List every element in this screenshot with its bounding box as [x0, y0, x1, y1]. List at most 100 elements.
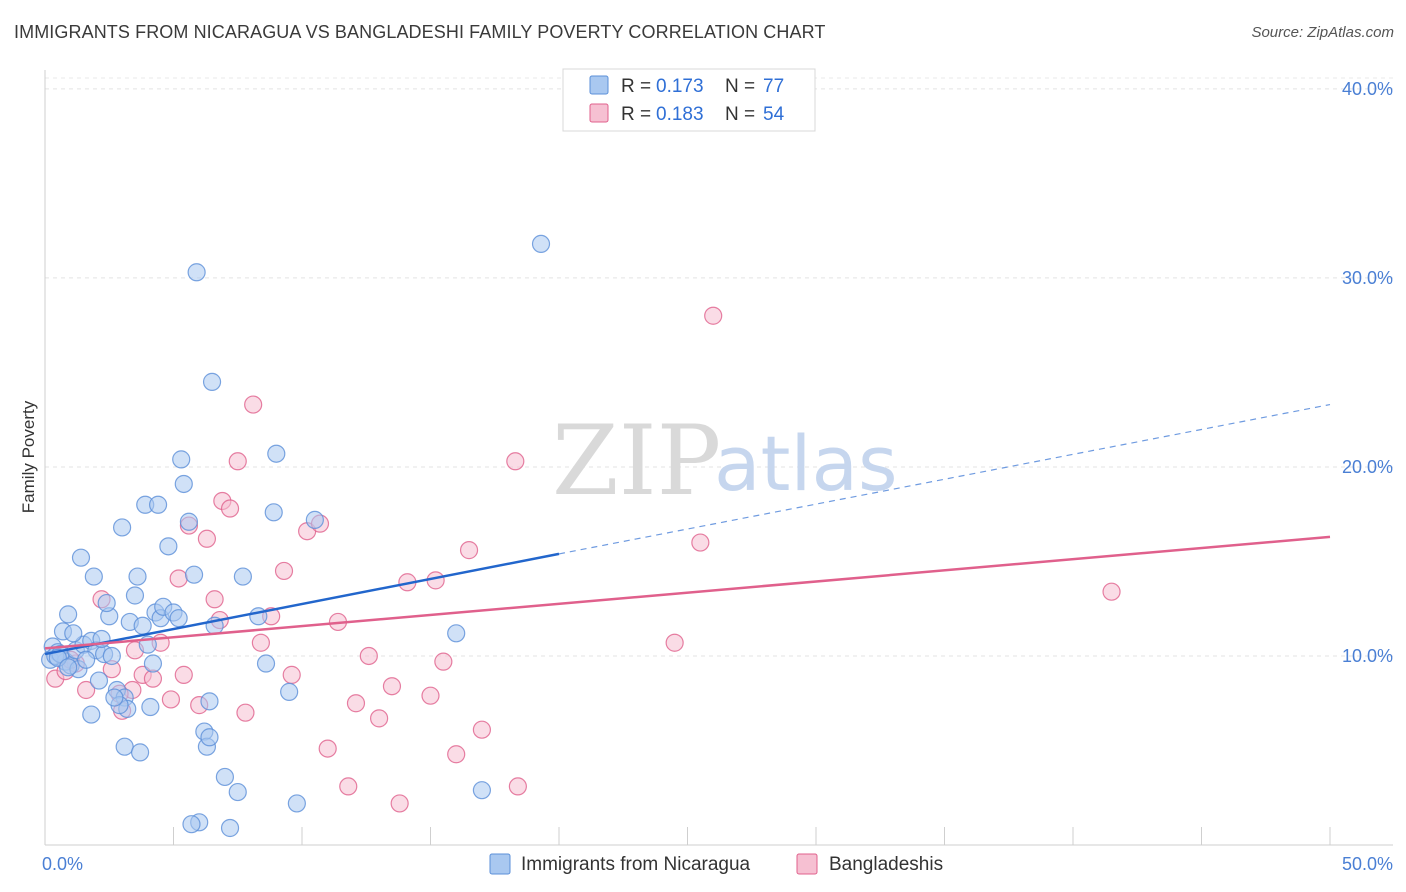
legend-r-label-nicaragua: R =: [621, 76, 651, 97]
y-tick-label-1: 20.0%: [1342, 457, 1393, 477]
nicaragua-point-17: [89, 671, 109, 690]
nicaragua-point-68: [130, 743, 150, 762]
x-tick-label-max: 50.0%: [1342, 854, 1393, 874]
series-legend: Immigrants from Nicaragua Bangladeshis: [489, 853, 943, 875]
nicaragua-point-51: [215, 767, 234, 787]
nicaragua-point-34: [174, 474, 193, 494]
nicaragua-point-35: [172, 450, 191, 469]
bangladeshis-point-50: [174, 665, 193, 684]
bangladeshis-point-42: [472, 720, 491, 739]
nicaragua-point-61: [280, 682, 299, 701]
nicaragua-point-27: [143, 654, 163, 673]
bangladeshis-point-25: [282, 665, 301, 684]
nicaragua-point-70: [105, 688, 124, 707]
bangladeshis-point-33: [370, 709, 389, 728]
nicaragua-point-75: [141, 697, 160, 717]
nicaragua-point-45: [187, 263, 206, 282]
bangladeshis-point-18: [220, 499, 240, 518]
bangladeshis-point-31: [346, 694, 366, 713]
legend-n-value-nicaragua: 77: [763, 76, 784, 97]
nicaragua-point-43: [97, 593, 116, 613]
legend-n-label-bangladeshis: N =: [725, 104, 755, 125]
watermark: ZIP atlas: [552, 405, 898, 517]
legend-n-value-bangladeshis: 54: [763, 104, 785, 125]
y-tick-labels: 10.0% 20.0% 30.0% 40.0%: [1342, 79, 1393, 666]
nicaragua-point-42: [84, 567, 103, 586]
watermark-zip: ZIP: [552, 405, 721, 517]
nicaragua-point-24: [128, 567, 147, 586]
bangladeshis-point-44: [508, 777, 527, 796]
series-legend-label-nicaragua: Immigrants from Nicaragua: [521, 854, 751, 875]
nicaragua-point-56: [233, 567, 252, 586]
series-legend-swatch-nicaragua: [489, 853, 511, 875]
legend-r-value-bangladeshis: 0.183: [656, 104, 704, 125]
bangladeshis-point-15: [197, 529, 217, 548]
nicaragua-point-36: [179, 512, 199, 531]
nicaragua-point-52: [228, 782, 247, 802]
bangladeshis-point-12: [169, 569, 188, 588]
nicaragua-point-73: [59, 658, 78, 677]
bangladeshis-point-32: [359, 646, 378, 666]
y-axis-label: Family Poverty: [19, 400, 38, 513]
bangladeshis-point-41: [459, 541, 479, 560]
series-nicaragua-points: [41, 234, 551, 838]
trend-line-bangladeshis: [44, 535, 1331, 650]
trend-lines: [44, 403, 1331, 656]
bangladeshis-point-19: [228, 452, 247, 471]
bangladeshis-point-45: [665, 633, 684, 652]
nicaragua-point-47: [200, 692, 219, 711]
nicaragua-point-64: [447, 624, 466, 643]
series-legend-label-bangladeshis: Bangladeshis: [829, 854, 943, 875]
trend-line-nicaragua-solid: [44, 552, 560, 656]
nicaragua-point-25: [133, 616, 152, 635]
nicaragua-point-60: [267, 444, 286, 463]
nicaragua-point-74: [102, 646, 121, 666]
bangladeshis-point-11: [161, 690, 181, 709]
legend-r-value-nicaragua: 0.173: [656, 76, 704, 97]
nicaragua-point-10: [59, 605, 78, 624]
nicaragua-point-16: [77, 650, 96, 669]
nicaragua-point-55: [220, 818, 240, 838]
bangladeshis-point-48: [1102, 582, 1121, 601]
bangladeshis-point-20: [236, 703, 255, 722]
bangladeshis-point-16: [205, 590, 224, 609]
bangladeshis-point-21: [244, 395, 263, 414]
nicaragua-point-23: [125, 586, 145, 605]
nicaragua-point-39: [148, 495, 168, 514]
nicaragua-point-59: [264, 503, 283, 522]
nicaragua-point-50: [200, 728, 219, 747]
legend-r-label-bangladeshis: R =: [621, 104, 651, 125]
legend-swatch-bangladeshis: [589, 103, 609, 123]
x-tick-label-min: 0.0%: [42, 854, 83, 874]
watermark-atlas: atlas: [714, 419, 898, 508]
nicaragua-point-37: [184, 565, 204, 584]
bangladeshis-point-28: [318, 739, 337, 758]
nicaragua-point-63: [305, 510, 324, 529]
nicaragua-point-12: [64, 624, 83, 643]
nicaragua-point-66: [531, 234, 551, 254]
axes: [44, 70, 1393, 846]
nicaragua-point-33: [169, 609, 188, 628]
legend: R = 0.173 N = 77 R = 0.183 N = 54: [562, 68, 816, 132]
bangladeshis-point-46: [691, 533, 710, 552]
bangladeshis-point-3: [77, 680, 96, 700]
nicaragua-point-58: [256, 654, 276, 673]
trend-line-nicaragua-dashed: [558, 403, 1331, 555]
bangladeshis-point-37: [421, 686, 440, 705]
bangladeshis-point-43: [506, 452, 525, 471]
bangladeshis-point-9: [143, 669, 163, 688]
bangladeshis-point-39: [434, 652, 453, 671]
y-tick-label-3: 40.0%: [1342, 79, 1393, 99]
series-legend-swatch-bangladeshis: [796, 853, 818, 875]
nicaragua-point-65: [472, 781, 491, 800]
nicaragua-point-31: [159, 537, 178, 556]
bangladeshis-point-30: [339, 777, 358, 796]
nicaragua-point-67: [115, 737, 134, 756]
legend-n-label-nicaragua: N =: [725, 76, 755, 97]
nicaragua-point-71: [82, 705, 101, 724]
bangladeshis-point-47: [704, 306, 723, 325]
bangladeshis-point-34: [382, 677, 402, 696]
y-tick-label-0: 10.0%: [1342, 646, 1393, 666]
nicaragua-point-54: [182, 815, 201, 834]
